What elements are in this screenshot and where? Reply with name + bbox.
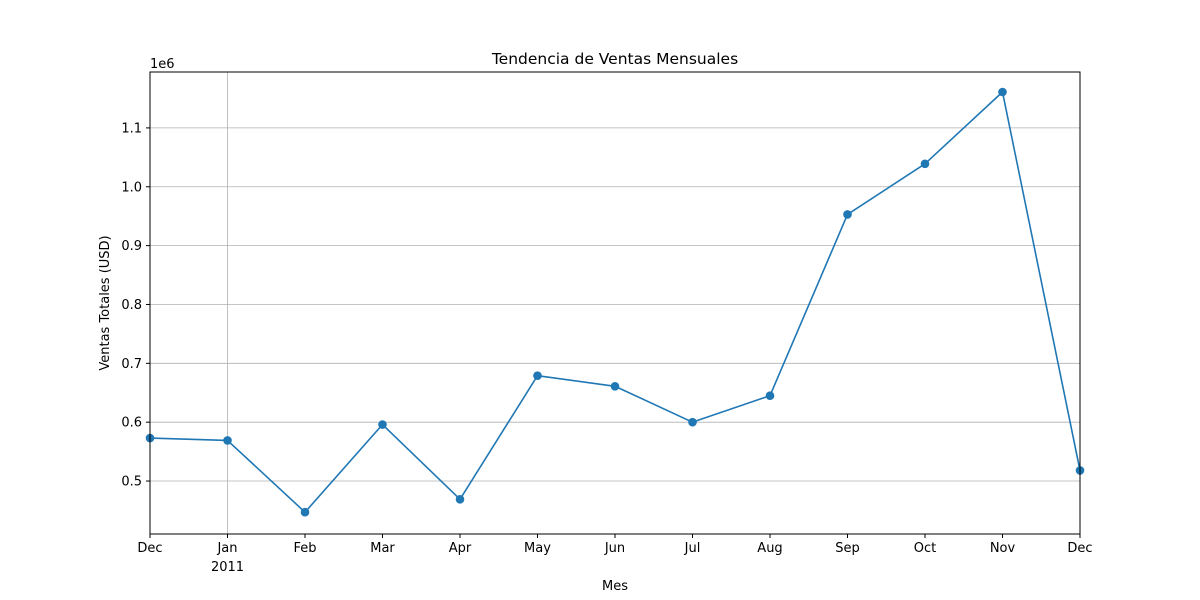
x-tick-label: Dec <box>1067 541 1092 556</box>
x-tick-label: Mar <box>370 541 395 556</box>
plot-area-frame <box>149 71 1081 535</box>
x-axis-ticks: Dec Jan 2011 Feb Mar Apr May Jun Jul Aug Sep Oct Nov… <box>137 534 1093 575</box>
data-point <box>300 507 310 517</box>
x-tick-label: Apr <box>449 541 472 556</box>
x-tick-label: Jun <box>604 541 625 556</box>
data-point <box>998 87 1007 97</box>
x-tick-label: Oct <box>914 541 936 556</box>
y-tick-label: 1.1 <box>121 121 142 136</box>
y-tick-label: 0.5 <box>121 475 142 490</box>
chart-title: Tendencia de Ventas Mensuales <box>491 50 738 68</box>
x-tick-label: Jul <box>684 541 701 556</box>
x-tick-label: Nov <box>990 541 1016 556</box>
x-tick-label: Aug <box>757 541 782 556</box>
data-point <box>765 391 775 400</box>
data-point <box>610 381 620 391</box>
x-tick-label: May <box>524 541 551 556</box>
series-layer <box>145 87 1085 517</box>
y-tick-label: 0.9 <box>121 239 142 254</box>
y-tick-label: 0.6 <box>121 416 142 431</box>
x-tick-label: Jan <box>216 541 237 556</box>
y-axis-ticks: 0.5 0.6 0.7 0.8 0.9 1.0 1.1 <box>121 121 150 490</box>
y-axis-title: Ventas Totales (USD) <box>98 235 113 370</box>
y-tick-label: 1.0 <box>121 180 142 195</box>
y-tick-label: 0.7 <box>121 357 142 372</box>
x-tick-label: Sep <box>835 541 860 556</box>
data-point <box>455 494 465 504</box>
data-point <box>223 436 232 445</box>
x-tick-label: Dec <box>137 541 162 556</box>
data-point <box>688 417 697 427</box>
series-line <box>149 91 1081 514</box>
data-point <box>533 371 542 380</box>
data-point <box>378 420 387 429</box>
x-tick-year-label: 2011 <box>211 560 244 575</box>
data-point <box>920 159 930 169</box>
x-tick-label: Feb <box>293 541 316 556</box>
data-point <box>843 210 852 219</box>
x-axis-title: Mes <box>602 579 628 594</box>
y-offset-label: 1e6 <box>150 57 175 72</box>
grid-lines <box>150 72 1080 534</box>
y-tick-label: 0.8 <box>121 298 142 313</box>
